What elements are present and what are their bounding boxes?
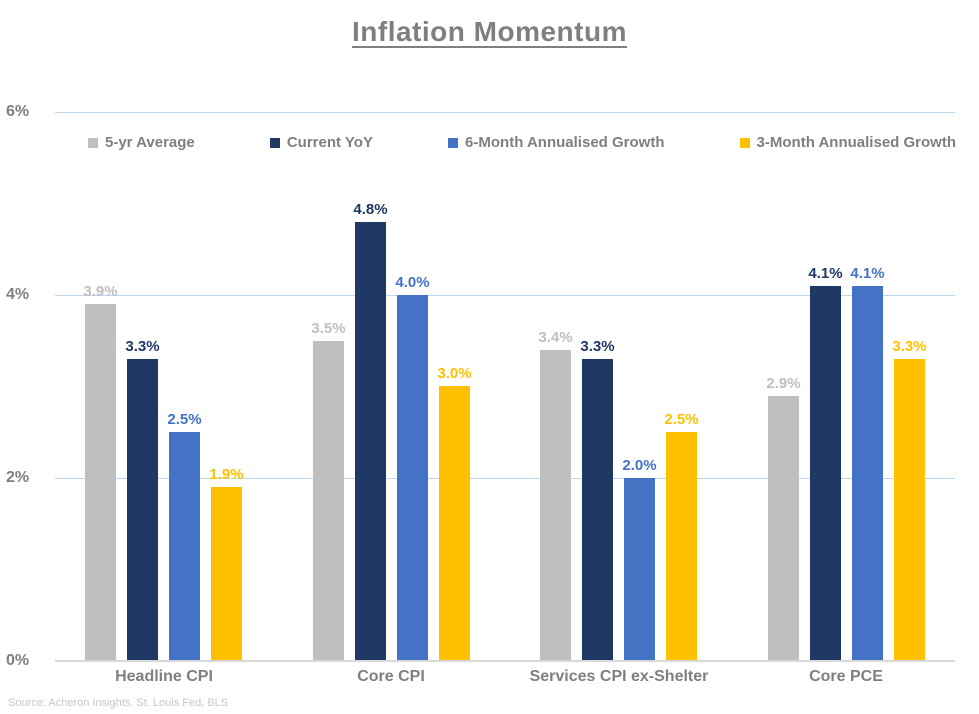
- bar-value-label: 4.1%: [850, 265, 885, 282]
- bar-group: 2.9% 4.1% 4.1% 3.3%: [766, 265, 927, 661]
- x-axis: Headline CPI Core CPI Services CPI ex-Shel…: [55, 668, 955, 692]
- bar-value-label: 4.1%: [808, 265, 843, 282]
- legend-item: 5-yr Average: [88, 134, 195, 151]
- legend-item: 3-Month Annualised Growth: [739, 134, 956, 151]
- bar: 4.1%: [808, 265, 843, 661]
- legend-label: 6-Month Annualised Growth: [465, 134, 665, 151]
- legend-label: 3-Month Annualised Growth: [756, 134, 956, 151]
- bar-value-label: 2.5%: [664, 411, 699, 428]
- bar: 3.0%: [437, 365, 472, 661]
- y-tick-label: 0%: [6, 652, 30, 669]
- bar-value-label: 1.9%: [209, 466, 244, 483]
- bar-value-label: 3.3%: [580, 338, 615, 355]
- bar: 2.5%: [167, 411, 202, 661]
- chart-title: Inflation Momentum: [352, 16, 627, 47]
- legend-swatch-icon: [269, 137, 280, 148]
- bar-value-label: 2.0%: [622, 457, 657, 474]
- bar-value-label: 4.8%: [353, 201, 388, 218]
- bar-value-label: 3.4%: [538, 329, 573, 346]
- x-category-label: Services CPI ex-Shelter: [529, 668, 709, 685]
- source-note: Source: Acheron Insights, St. Louis Fed,…: [8, 697, 229, 709]
- y-tick-label: 2%: [6, 469, 30, 486]
- bar: 1.9%: [209, 466, 244, 661]
- x-axis-baseline: [55, 660, 955, 662]
- x-category-label: Headline CPI: [115, 668, 213, 685]
- legend-item: 6-Month Annualised Growth: [448, 134, 664, 151]
- legend-swatch-icon: [739, 137, 750, 148]
- gridline-2pct: [55, 478, 955, 479]
- bar: 2.9%: [766, 375, 801, 661]
- bar-value-label: 3.3%: [125, 338, 160, 355]
- bar: 3.3%: [580, 338, 615, 661]
- gridline-6pct: [55, 112, 955, 113]
- bar: 2.5%: [664, 411, 699, 661]
- bar: 3.9%: [83, 283, 118, 661]
- bar-value-label: 3.9%: [83, 283, 118, 300]
- legend-swatch-icon: [448, 137, 459, 148]
- legend: 5-yr Average Current YoY 6-Month Annualise…: [88, 134, 956, 151]
- bar-value-label: 2.9%: [766, 375, 801, 392]
- y-axis: 6% 4% 2% 0%: [6, 103, 50, 669]
- bar-group: 3.4% 3.3% 2.0% 2.5%: [538, 329, 699, 661]
- bar-value-label: 3.5%: [311, 320, 346, 337]
- bar-value-label: 3.0%: [437, 365, 472, 382]
- x-category-label: Core PCE: [809, 668, 883, 685]
- bar: 4.8%: [353, 201, 388, 661]
- x-category-label: Core CPI: [357, 668, 425, 685]
- bar-value-label: 4.0%: [395, 274, 430, 291]
- bar: 3.5%: [311, 320, 346, 661]
- y-tick-label: 6%: [6, 103, 30, 120]
- bar: 3.3%: [892, 338, 927, 661]
- bar: 2.0%: [622, 457, 657, 661]
- legend-label: Current YoY: [286, 134, 373, 151]
- bar-value-label: 2.5%: [167, 411, 202, 428]
- bar-group: 3.5% 4.8% 4.0% 3.0%: [311, 201, 472, 661]
- bar: 4.0%: [395, 274, 430, 661]
- bar: 4.1%: [850, 265, 885, 661]
- y-tick-label: 4%: [6, 286, 30, 303]
- legend-label: 5-yr Average: [105, 134, 195, 151]
- bar: 3.3%: [125, 338, 160, 661]
- legend-swatch-icon: [88, 137, 98, 148]
- bar: 3.4%: [538, 329, 573, 661]
- bar-value-label: 3.3%: [892, 338, 927, 355]
- bar-group: 3.9% 3.3% 2.5% 1.9%: [83, 283, 244, 661]
- plot-area: 3.9% 3.3% 2.5% 1.9% 3.5% 4.8% 4.0% 3.0% 3.4% 3.3%…: [55, 112, 955, 662]
- legend-item: Current YoY: [269, 134, 373, 151]
- gridline-4pct: [55, 295, 955, 296]
